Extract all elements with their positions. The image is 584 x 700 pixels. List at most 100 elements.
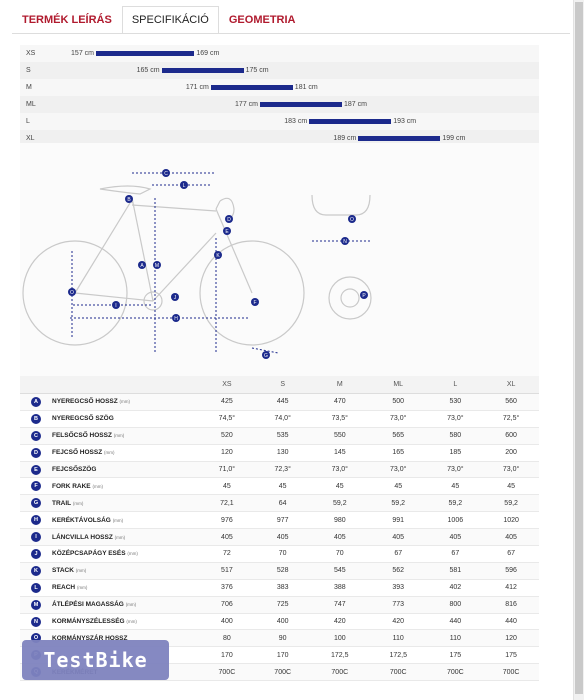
tab-geometria[interactable]: GEOMETRIA xyxy=(228,14,296,26)
row-id-badge: E xyxy=(31,464,41,475)
row-badge: C xyxy=(20,427,52,445)
value-cell: 172,5 xyxy=(310,646,369,665)
value-cell: 175 xyxy=(483,646,539,665)
value-cell: 70 xyxy=(310,545,369,563)
value-cell: 64 xyxy=(254,494,311,513)
row-badge: E xyxy=(20,461,52,479)
row-name: FORK RAKE xyxy=(52,482,91,490)
marker-i: I xyxy=(112,301,120,309)
row-unit: (mm) xyxy=(126,619,137,625)
size-label: XS xyxy=(26,50,36,57)
size-max-height: 175 cm xyxy=(245,67,269,74)
value-cell: 700C xyxy=(310,663,369,682)
size-min-height: 157 cm xyxy=(71,50,94,57)
row-name-cell: STACK (mm) xyxy=(52,562,199,580)
tab-divider xyxy=(12,33,570,34)
size-label: XL xyxy=(26,135,35,142)
tab-termek-leiras[interactable]: TERMÉK LEÍRÁS xyxy=(22,14,112,26)
value-cell: 520 xyxy=(199,427,255,445)
value-cell: 72,5° xyxy=(483,410,539,428)
geometry-row-j: J KÖZÉPCSAPÁGY ESÉS (mm) 72 70 70 67 67 67 xyxy=(20,545,539,563)
row-name: NYEREGCSŐ HOSSZ xyxy=(52,398,118,406)
row-name-cell: FEJCSŐ HOSSZ (mm) xyxy=(52,444,199,462)
tab-specifikacio[interactable]: SPECIFIKÁCIÓ xyxy=(121,6,219,34)
row-name-cell: FEJCSŐSZÖG xyxy=(52,461,199,479)
geometry-row-l: L REACH (mm) 376 383 388 393 402 412 xyxy=(20,579,539,597)
value-cell: 175 xyxy=(427,646,484,665)
size-max-height: 193 cm xyxy=(393,118,417,125)
row-unit: (mm) xyxy=(72,500,84,506)
svg-text:O: O xyxy=(350,217,354,223)
value-cell: 120 xyxy=(483,629,539,648)
column-header-m: M xyxy=(310,376,369,394)
geometry-row-a: A NYEREGCSŐ HOSSZ (mm) 425 445 470 500 530 560 xyxy=(20,393,539,411)
value-cell: 470 xyxy=(310,393,369,411)
value-cell: 562 xyxy=(369,562,428,580)
bike-outline xyxy=(22,185,372,346)
marker-k: K xyxy=(214,251,222,259)
row-name: TRAIL xyxy=(52,499,72,507)
header-name-cell xyxy=(52,376,199,394)
value-cell: 45 xyxy=(483,477,539,496)
size-range-bar xyxy=(260,102,342,107)
value-cell: 816 xyxy=(483,596,539,614)
row-badge: M xyxy=(20,596,52,614)
size-row-xs: XS 157 cm 169 cm xyxy=(20,45,539,62)
row-unit: (mm) xyxy=(76,585,88,591)
testbike-watermark-logo: TestBike xyxy=(22,640,169,680)
value-cell: 70 xyxy=(254,545,311,563)
value-cell: 73,0° xyxy=(369,461,428,479)
tab-bar: TERMÉK LEÍRÁS SPECIFIKÁCIÓ GEOMETRIA xyxy=(12,6,306,34)
value-cell: 773 xyxy=(369,596,428,614)
value-cell: 976 xyxy=(199,511,255,530)
marker-f: F xyxy=(251,298,259,306)
size-max-height: 169 cm xyxy=(196,50,220,57)
size-max-height: 199 cm xyxy=(442,135,466,142)
value-cell: 400 xyxy=(254,613,311,631)
row-badge: I xyxy=(20,528,52,547)
row-badge: G xyxy=(20,494,52,513)
value-cell: 747 xyxy=(310,596,369,614)
value-cell: 73,0° xyxy=(310,461,369,479)
row-name-cell: LÁNCVILLA HOSSZ (mm) xyxy=(52,528,199,547)
value-cell: 700C xyxy=(199,663,255,682)
size-label: ML xyxy=(26,101,36,108)
row-name: STACK xyxy=(52,567,74,575)
svg-text:L: L xyxy=(183,183,186,189)
value-cell: 700C xyxy=(427,663,484,682)
value-cell: 59,2 xyxy=(427,494,484,513)
size-max-height: 181 cm xyxy=(294,84,318,91)
row-name-cell: FELSŐCSŐ HOSSZ (mm) xyxy=(52,427,199,445)
value-cell: 991 xyxy=(369,511,428,530)
row-name-cell: NYEREGCSŐ SZÖG xyxy=(52,410,199,428)
row-name-cell: KERÉKTÁVOLSÁG (mm) xyxy=(52,511,199,530)
row-name-cell: REACH (mm) xyxy=(52,579,199,597)
scrollbar-thumb[interactable] xyxy=(575,2,583,694)
value-cell: 73,0° xyxy=(427,410,484,428)
value-cell: 706 xyxy=(199,596,255,614)
geometry-row-k: K STACK (mm) 517 528 545 562 581 596 xyxy=(20,562,539,580)
row-id-badge: N xyxy=(31,616,41,627)
marker-e: E xyxy=(223,227,231,235)
size-min-height: 189 cm xyxy=(333,135,357,142)
svg-text:I: I xyxy=(115,303,116,309)
value-cell: 402 xyxy=(427,579,484,597)
row-badge: L xyxy=(20,579,52,597)
value-cell: 172,5 xyxy=(369,646,428,665)
value-cell: 72,3° xyxy=(254,461,311,479)
row-unit: (mm) xyxy=(119,399,131,405)
row-badge: A xyxy=(20,393,52,411)
marker-m: M xyxy=(153,261,161,269)
rider-size-chart: XS 157 cm 169 cm S 165 cm 175 cm M 171 cm 181 cm… xyxy=(20,45,539,147)
size-range-bar xyxy=(96,51,195,56)
row-id-badge: H xyxy=(31,515,41,526)
row-id-badge: D xyxy=(31,447,41,458)
value-cell: 425 xyxy=(199,393,255,411)
row-badge: K xyxy=(20,562,52,580)
value-cell: 145 xyxy=(310,444,369,462)
marker-l: L xyxy=(180,181,188,189)
value-cell: 67 xyxy=(369,545,428,563)
value-cell: 405 xyxy=(483,528,539,547)
page-scrollbar[interactable] xyxy=(573,0,584,700)
marker-b: B xyxy=(125,195,133,203)
